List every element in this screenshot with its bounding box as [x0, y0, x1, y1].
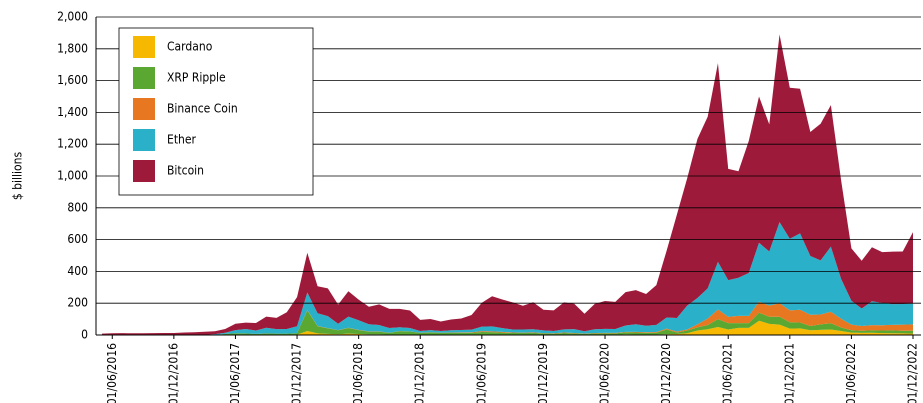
y-axis-label: $ billions: [11, 152, 25, 201]
y-tick-label: 1,000: [57, 169, 88, 183]
legend-swatch: [133, 67, 155, 89]
y-tick-label: 800: [67, 200, 88, 214]
x-tick-label: 01/06/2022: [844, 343, 858, 403]
x-tick-label: 01/06/2017: [228, 343, 242, 403]
legend-label: Cardano: [167, 40, 213, 54]
x-tick-label: 01/06/2020: [598, 343, 612, 403]
y-tick-label: 1,800: [57, 41, 88, 55]
x-tick-label: 01/06/2018: [351, 343, 365, 403]
y-tick-label: 0: [81, 328, 88, 342]
y-tick-label: 2,000: [57, 10, 88, 24]
x-tick-label: 01/12/2021: [782, 343, 796, 403]
legend-swatch: [133, 36, 155, 58]
legend-label: Ether: [167, 133, 197, 147]
area: [102, 301, 913, 335]
legend-swatch: [133, 98, 155, 120]
area: [102, 222, 913, 335]
y-tick-label: 1,200: [57, 137, 88, 151]
legend-swatch: [133, 129, 155, 151]
legend-swatch: [133, 160, 155, 182]
legend-label: Bitcoin: [167, 164, 204, 178]
area: [102, 320, 913, 335]
x-tick-label: 01/12/2017: [290, 343, 304, 403]
x-tick-label: 01/12/2022: [906, 343, 920, 403]
y-tick-label: 1,400: [57, 105, 88, 119]
x-tick-label: 01/12/2020: [659, 343, 673, 403]
legend-label: Binance Coin: [167, 102, 238, 116]
y-tick-label: 200: [67, 296, 88, 310]
x-tick-label: 01/06/2016: [105, 343, 119, 403]
legend-label: XRP Ripple: [167, 71, 226, 85]
x-tick-label: 01/06/2021: [721, 343, 735, 403]
x-tick-label: 01/12/2018: [413, 343, 427, 403]
area: [102, 310, 913, 335]
y-tick-label: 400: [67, 264, 88, 278]
x-tick-label: 01/12/2019: [536, 343, 550, 403]
area: [102, 34, 913, 335]
x-tick-label: 01/12/2016: [166, 343, 180, 403]
y-tick-label: 1,600: [57, 73, 88, 87]
y-tick-label: 600: [67, 232, 88, 246]
x-tick-label: 01/06/2019: [474, 343, 488, 403]
